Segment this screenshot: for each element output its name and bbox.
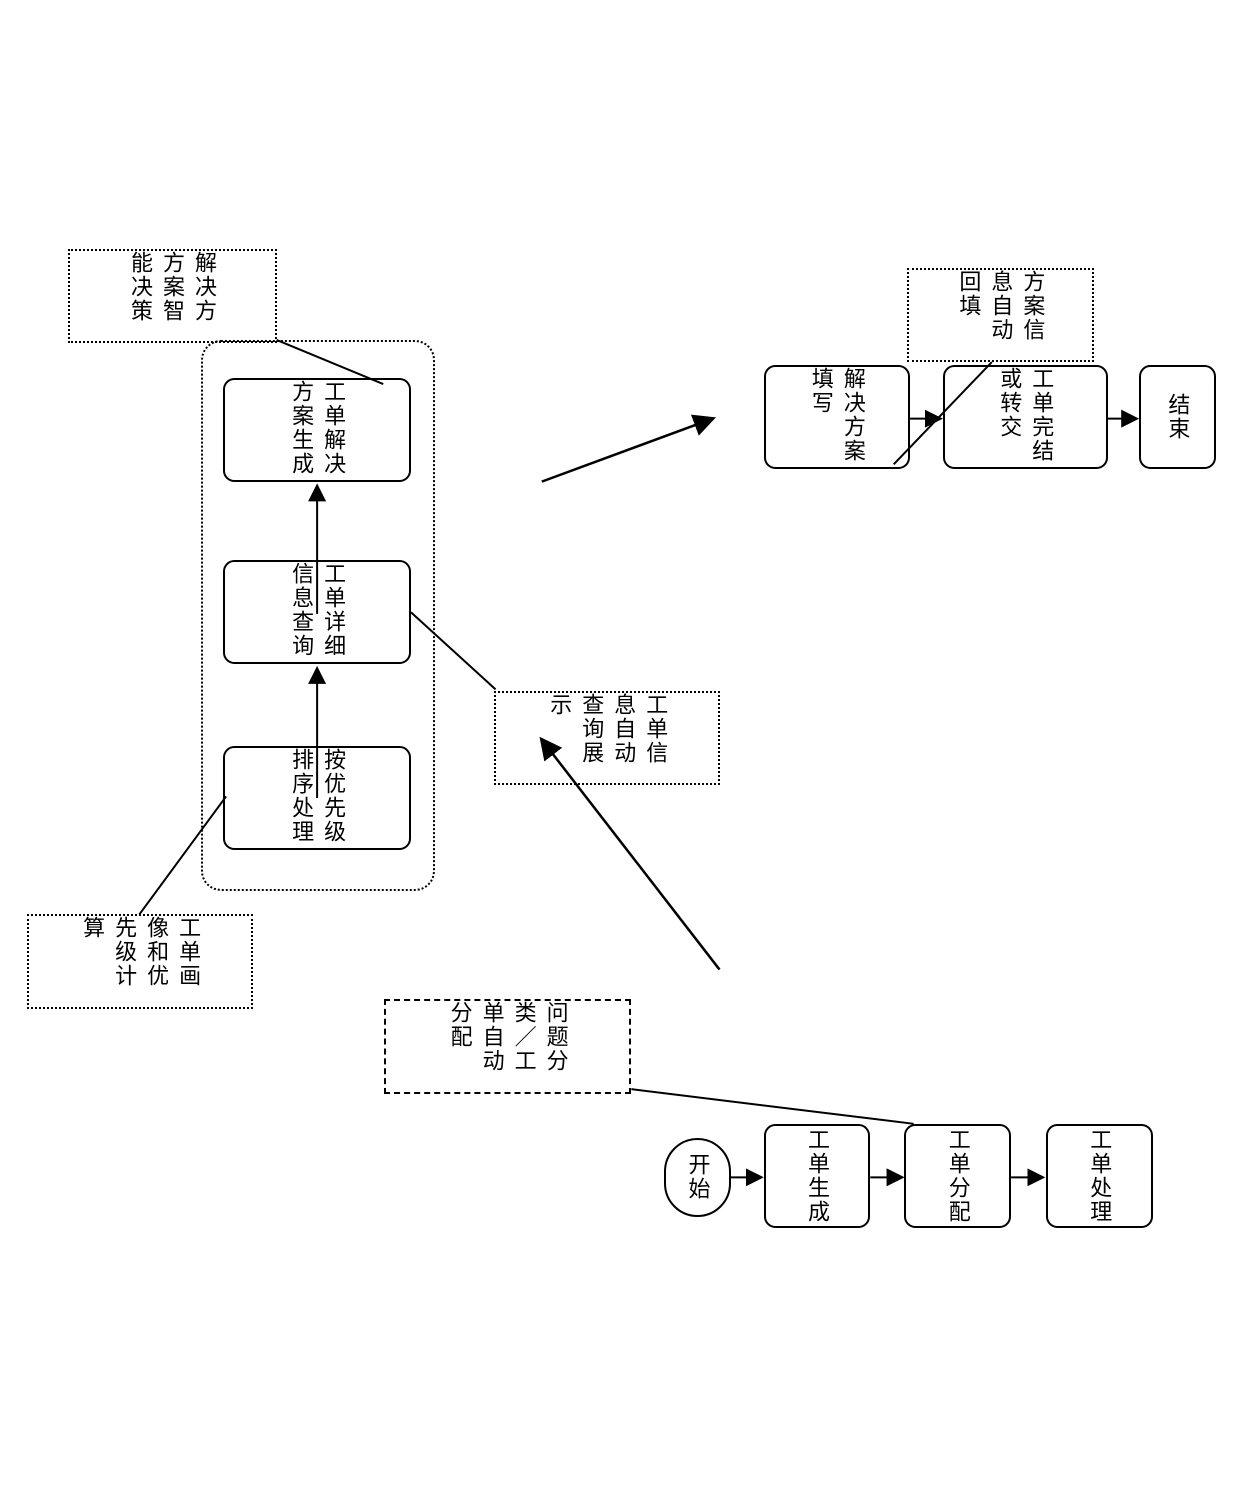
- arrows-layer: [0, 0, 1240, 1511]
